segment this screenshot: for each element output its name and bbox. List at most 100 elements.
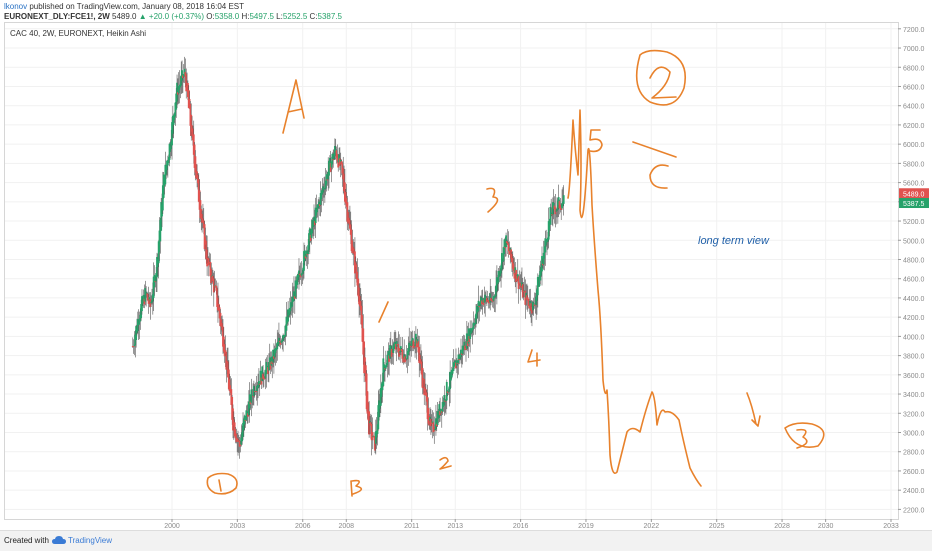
candle-body[interactable]: [530, 303, 533, 311]
candle-body[interactable]: [146, 293, 149, 301]
candle-body[interactable]: [196, 171, 198, 179]
candle-body[interactable]: [425, 392, 428, 402]
candle-body[interactable]: [222, 326, 224, 347]
candle-body[interactable]: [542, 252, 545, 265]
price-label-text[interactable]: 5387.5: [903, 201, 925, 208]
candle-body[interactable]: [332, 159, 335, 161]
candle-body[interactable]: [389, 345, 391, 359]
candle-body[interactable]: [526, 295, 528, 300]
candle-body[interactable]: [295, 280, 298, 289]
candle-body[interactable]: [197, 179, 200, 202]
candle-body[interactable]: [219, 312, 222, 327]
wave-label-3[interactable]: [486, 187, 499, 213]
candle-body[interactable]: [424, 387, 426, 392]
down-arrow[interactable]: [746, 392, 761, 427]
candle-body[interactable]: [236, 437, 239, 440]
candle-body[interactable]: [250, 389, 253, 403]
candle-body[interactable]: [323, 188, 326, 190]
candle-body[interactable]: [491, 300, 494, 302]
candle-body[interactable]: [367, 402, 370, 421]
wave-label-a[interactable]: [282, 79, 305, 134]
price-label-text[interactable]: 5489.0: [903, 191, 925, 198]
wave-label-3-digit[interactable]: [796, 428, 808, 449]
candle-body[interactable]: [148, 297, 151, 301]
wave-label-3-circle[interactable]: [784, 422, 825, 448]
candle-body[interactable]: [262, 373, 264, 379]
candle-body[interactable]: [243, 415, 246, 425]
candle-body[interactable]: [541, 256, 543, 272]
candle-body[interactable]: [454, 360, 457, 365]
candle-body[interactable]: [555, 210, 558, 212]
candle-body[interactable]: [338, 158, 341, 166]
plot-area[interactable]: [4, 22, 899, 520]
wave-label-2-circle[interactable]: [635, 49, 686, 106]
candle-body[interactable]: [534, 304, 537, 306]
chart-svg[interactable]: CAC 40, 2W, EURONEXT, Heikin Ashi 2200.0…: [0, 0, 932, 530]
candle-body[interactable]: [447, 391, 450, 393]
candle-body[interactable]: [348, 217, 350, 223]
candle-body[interactable]: [498, 275, 501, 277]
candle-body[interactable]: [315, 208, 318, 216]
author-link[interactable]: lkonov: [4, 2, 28, 11]
wave-label-wave1[interactable]: [378, 301, 389, 323]
candle-body[interactable]: [519, 283, 522, 286]
candle-body[interactable]: [399, 351, 401, 353]
candle-body[interactable]: [517, 276, 520, 289]
candle-body[interactable]: [154, 281, 157, 283]
candle-body[interactable]: [157, 241, 160, 264]
candle-body[interactable]: [456, 362, 459, 364]
candle-body[interactable]: [444, 400, 447, 402]
symbol-name[interactable]: EURONEXT_DLY:FCE1!, 2W: [4, 12, 110, 21]
projection-path[interactable]: [567, 109, 702, 487]
candle-body[interactable]: [384, 368, 386, 370]
candle-body[interactable]: [274, 347, 277, 354]
candle-body[interactable]: [132, 346, 135, 348]
candle-body[interactable]: [151, 300, 153, 303]
candle-body[interactable]: [217, 303, 220, 311]
candle-body[interactable]: [408, 342, 411, 352]
candle-body[interactable]: [286, 319, 289, 324]
candle-body[interactable]: [383, 364, 386, 373]
candle-body[interactable]: [551, 214, 553, 216]
candle-body[interactable]: [472, 322, 475, 329]
candle-body[interactable]: [392, 345, 395, 353]
candle-body[interactable]: [391, 352, 394, 354]
long-term-view-note[interactable]: long term view: [698, 235, 770, 247]
candle-body[interactable]: [232, 408, 234, 431]
candle-body[interactable]: [426, 397, 429, 420]
candle-body[interactable]: [344, 192, 347, 204]
wave-label-5[interactable]: [589, 129, 603, 153]
candle-body[interactable]: [201, 213, 203, 223]
candle-body[interactable]: [556, 200, 559, 210]
candle-body[interactable]: [437, 417, 440, 419]
wave-label-1[interactable]: [218, 479, 222, 492]
candle-body[interactable]: [386, 354, 389, 365]
candle-body[interactable]: [559, 204, 562, 210]
candle-body[interactable]: [138, 318, 141, 325]
candle-body[interactable]: [494, 295, 497, 298]
candle-body[interactable]: [326, 179, 329, 181]
candle-body[interactable]: [450, 374, 452, 381]
candle-body[interactable]: [251, 395, 254, 397]
wave-label-c[interactable]: [649, 164, 669, 189]
candle-body[interactable]: [501, 260, 504, 262]
candle-body[interactable]: [483, 300, 486, 303]
candle-body[interactable]: [242, 419, 245, 430]
wave-label-2-digit[interactable]: [649, 66, 677, 99]
candle-body[interactable]: [509, 247, 512, 251]
candle-body[interactable]: [329, 163, 332, 172]
candle-body[interactable]: [268, 357, 271, 367]
candle-body[interactable]: [458, 358, 461, 360]
candle-body[interactable]: [150, 302, 153, 304]
candle-body[interactable]: [306, 253, 309, 255]
candle-body[interactable]: [377, 405, 380, 430]
candle-body[interactable]: [147, 297, 150, 304]
candle-body[interactable]: [504, 246, 507, 248]
candle-body[interactable]: [562, 195, 565, 204]
candle-body[interactable]: [258, 383, 261, 385]
candle-body[interactable]: [171, 115, 174, 134]
candle-body[interactable]: [308, 233, 310, 250]
candle-body[interactable]: [439, 411, 442, 416]
wave-label-c-bar[interactable]: [632, 141, 677, 158]
candle-body[interactable]: [268, 362, 270, 371]
